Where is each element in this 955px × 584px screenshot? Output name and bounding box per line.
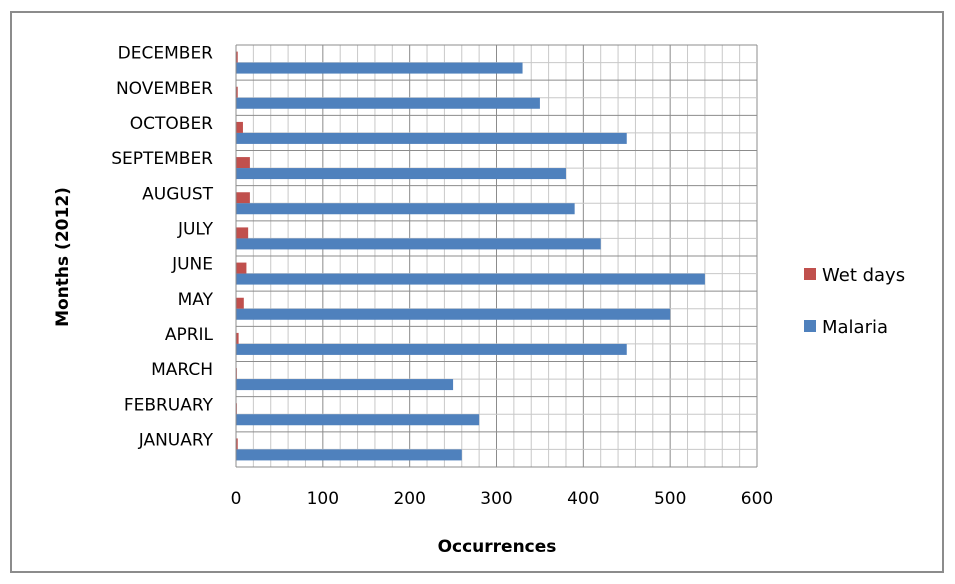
bar-malaria-november [236, 97, 540, 109]
bar-malaria-march [236, 379, 454, 391]
y-axis-title: Months (2012) [53, 187, 73, 327]
bar-malaria-january [236, 449, 462, 461]
legend: Wet days Malaria [804, 265, 905, 338]
bar-wet-days-october [236, 121, 243, 133]
bar-malaria-may [236, 308, 671, 320]
bar-malaria-june [236, 273, 705, 285]
x-tick-label-600: 600 [741, 489, 773, 509]
bar-malaria-december [236, 62, 523, 74]
y-tick-label-january: JANUARY [138, 430, 214, 450]
y-tick-label-december: DECEMBER [118, 44, 214, 64]
y-tick-label-august: AUGUST [142, 184, 213, 204]
legend-swatch-wet-days [804, 268, 816, 280]
x-tick-label-400: 400 [567, 489, 599, 509]
x-tick-label-300: 300 [480, 489, 512, 509]
y-tick-label-may: MAY [178, 290, 214, 310]
y-tick-label-april: APRIL [165, 325, 214, 345]
x-tick-labels: 0 100 200 300 400 500 600 [231, 489, 774, 509]
bar-wet-days-november [236, 86, 238, 98]
bar-wet-days-june [236, 262, 247, 274]
bar-wet-days-august [236, 192, 250, 204]
y-tick-label-november: NOVEMBER [116, 79, 213, 99]
bar-wet-days-july [236, 227, 249, 239]
bar-wet-days-april [236, 332, 239, 344]
x-tick-label-0: 0 [231, 489, 242, 509]
y-tick-label-july: JULY [177, 219, 214, 239]
bar-wet-days-january [236, 438, 238, 450]
bar-malaria-october [236, 132, 627, 144]
legend-swatch-malaria [804, 320, 816, 332]
y-tick-label-october: OCTOBER [130, 114, 213, 134]
bar-malaria-september [236, 168, 566, 180]
bar-malaria-july [236, 238, 601, 250]
bars [236, 51, 705, 461]
x-tick-label-500: 500 [654, 489, 686, 509]
x-tick-label-100: 100 [307, 489, 339, 509]
bar-malaria-april [236, 343, 627, 355]
axes [235, 45, 757, 468]
x-tick-label-200: 200 [393, 489, 425, 509]
bar-malaria-august [236, 203, 575, 215]
legend-label-wet-days: Wet days [822, 265, 905, 286]
y-tick-label-september: SEPTEMBER [111, 149, 213, 169]
y-tick-label-february: FEBRUARY [124, 395, 214, 415]
legend-label-malaria: Malaria [822, 317, 888, 338]
x-axis-title: Occurrences [438, 537, 557, 557]
bar-wet-days-may [236, 297, 244, 309]
bar-malaria-february [236, 414, 480, 426]
bar-wet-days-september [236, 157, 250, 169]
y-tick-label-march: MARCH [151, 360, 213, 380]
y-tick-labels: JANUARY FEBRUARY MARCH APRIL MAY JUNE JULY AUGU… [111, 44, 213, 451]
y-tick-label-june: JUNE [171, 255, 213, 275]
bar-wet-days-december [236, 51, 238, 63]
